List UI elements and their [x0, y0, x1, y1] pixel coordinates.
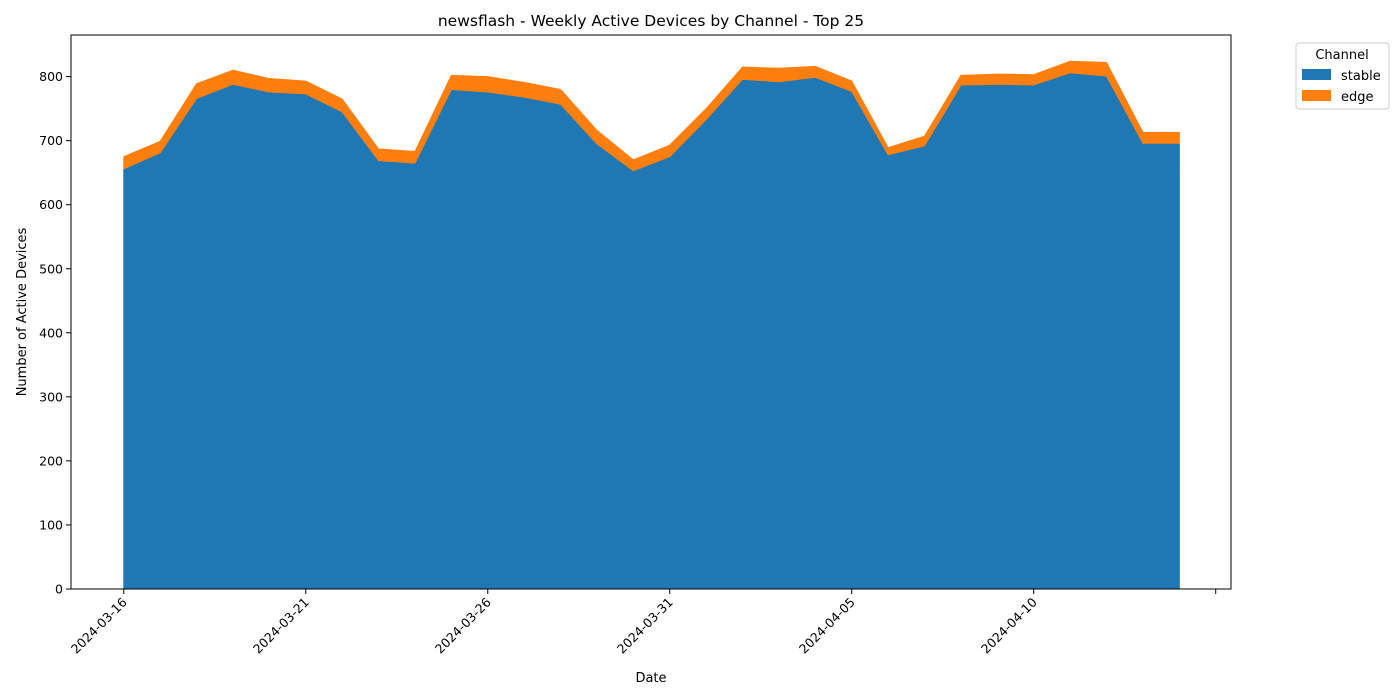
plot-frame: [70, 34, 1232, 590]
legend: Channel stable edge: [1295, 42, 1390, 110]
y-axis-label: Number of Active Devices: [15, 227, 30, 396]
x-axis-label: Date: [635, 671, 666, 686]
y-tick-label: 200: [39, 453, 63, 468]
y-tick-label: 100: [39, 517, 63, 532]
legend-swatch-edge: [1302, 90, 1331, 101]
y-tick-label: 800: [39, 69, 63, 84]
chart-title: newsflash - Weekly Active Devices by Cha…: [438, 12, 864, 30]
y-tick-label: 600: [39, 197, 63, 212]
y-tick-label: 0: [55, 582, 63, 597]
area-edge: [123, 60, 1180, 172]
y-tick-label: 500: [39, 261, 63, 276]
y-axis: 0 100 200 300 400 500 600 700 800: [39, 69, 71, 597]
legend-title: Channel: [1315, 48, 1368, 63]
y-tick-label: 400: [39, 325, 63, 340]
legend-label-stable: stable: [1341, 69, 1381, 84]
legend-swatch-stable: [1302, 69, 1331, 80]
y-tick-label: 700: [39, 133, 63, 148]
legend-label-edge: edge: [1341, 90, 1374, 105]
y-tick-label: 300: [39, 389, 63, 404]
